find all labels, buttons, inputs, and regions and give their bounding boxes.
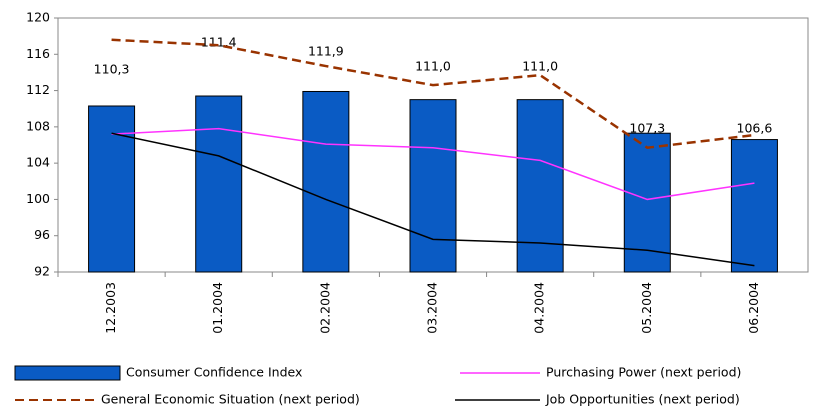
y-tick-label: 120	[26, 10, 50, 25]
bar	[409, 99, 457, 273]
x-tick-label: 06.2004	[746, 282, 761, 334]
y-tick-label: 92	[34, 264, 50, 279]
bar	[195, 95, 243, 273]
line	[111, 132, 755, 267]
bar	[623, 132, 671, 273]
legend-label: Purchasing Power (next period)	[546, 365, 741, 380]
legend-label: General Economic Situation (next period)	[101, 392, 360, 407]
bar	[730, 139, 778, 273]
line	[111, 38, 755, 150]
data-label: 110,3	[94, 62, 130, 77]
y-tick-label: 96	[34, 227, 50, 242]
legend-label: Consumer Confidence Index	[126, 365, 302, 380]
y-tick-label: 100	[26, 191, 50, 206]
x-tick-label: 01.2004	[210, 282, 225, 334]
data-label: 107,3	[629, 121, 665, 136]
bar	[302, 90, 350, 273]
bar	[88, 105, 136, 273]
x-tick-label: 03.2004	[425, 282, 440, 334]
data-label: 111,0	[522, 59, 558, 74]
legend-key	[14, 365, 121, 381]
y-tick-label: 104	[26, 155, 50, 170]
legend-label: Job Opportunities (next period)	[545, 392, 740, 407]
data-label: 111,0	[415, 59, 451, 74]
bar	[516, 99, 564, 273]
y-tick-label: 112	[26, 82, 50, 97]
x-tick-label: 04.2004	[532, 282, 547, 334]
x-tick-label: 12.2003	[103, 282, 118, 334]
x-tick-label: 02.2004	[317, 282, 332, 334]
x-tick-label: 05.2004	[639, 282, 654, 334]
line	[111, 127, 755, 201]
y-tick-label: 116	[26, 46, 50, 61]
data-label: 111,9	[308, 44, 344, 59]
data-label: 106,6	[737, 121, 773, 136]
y-tick-label: 108	[26, 118, 50, 133]
